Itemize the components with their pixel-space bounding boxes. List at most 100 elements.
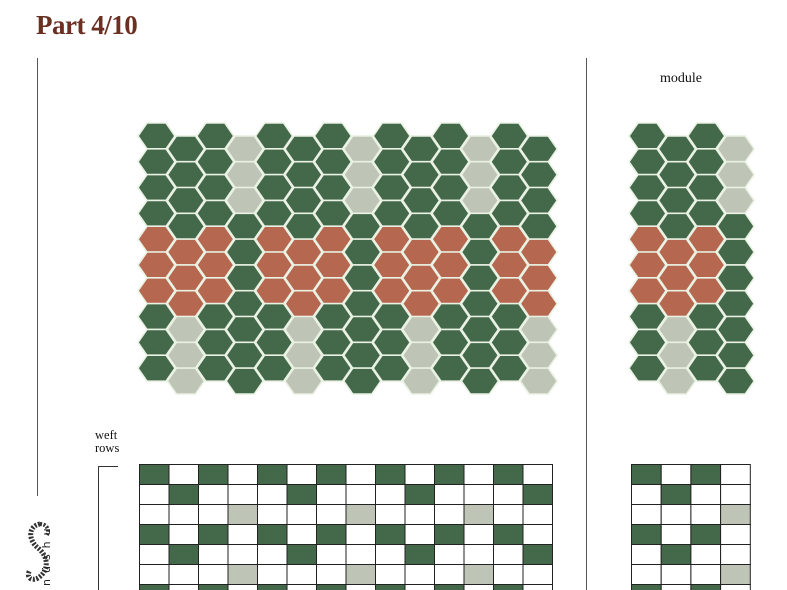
weft-label: weft <box>95 428 118 442</box>
hex-cell <box>716 289 756 318</box>
grid-cell <box>522 504 553 525</box>
grid-cell <box>375 564 406 585</box>
hex-cell <box>716 135 756 163</box>
grid-cell <box>404 564 435 585</box>
grid-cell <box>690 504 722 525</box>
hex-cell <box>460 367 500 395</box>
hex-cell <box>284 367 323 395</box>
grid-cell <box>198 524 229 545</box>
grid-cell <box>660 464 692 485</box>
hex-cell <box>716 160 756 189</box>
grid-cell <box>375 504 406 525</box>
grid-cell <box>375 544 406 565</box>
grid-cell <box>434 564 465 585</box>
hex-cell <box>628 354 667 383</box>
grid-cell <box>375 464 406 485</box>
grid-cell <box>463 504 494 525</box>
grid-cell <box>690 564 722 585</box>
grid-cell <box>631 484 662 505</box>
grid-cell <box>493 524 524 545</box>
weft-rows-label: weft rows <box>95 429 119 455</box>
grid-cell <box>198 504 229 525</box>
grid-cell <box>493 584 524 590</box>
grid-cell <box>316 544 347 565</box>
grid-cell <box>375 524 406 545</box>
grid-cell <box>286 484 317 505</box>
module-divider <box>586 58 587 590</box>
grid-cell <box>463 544 494 565</box>
hex-cell <box>225 367 265 395</box>
grid-cell <box>168 464 199 485</box>
grid-cell <box>493 544 524 565</box>
grid-cell <box>316 564 347 585</box>
grid-cell <box>434 464 465 485</box>
grid-cell <box>198 564 229 585</box>
grid-cell <box>463 564 494 585</box>
grid-cell <box>631 544 662 565</box>
grid-cell <box>227 504 258 525</box>
grid-cell <box>690 584 722 590</box>
grid-cell <box>404 504 435 525</box>
weave-grid-module <box>631 464 751 590</box>
grid-cell <box>522 584 553 590</box>
grid-cell <box>720 464 751 485</box>
hex-cell <box>519 289 559 318</box>
hex-cell <box>519 367 559 395</box>
grid-cell <box>404 524 435 545</box>
grid-cell <box>286 524 317 545</box>
grid-cell <box>227 544 258 565</box>
grid-cell <box>345 524 376 545</box>
grid-cell <box>316 524 347 545</box>
hex-cell <box>716 264 756 292</box>
grid-cell <box>286 584 317 590</box>
grid-cell <box>286 564 317 585</box>
hex-cell <box>519 186 559 215</box>
hex-cell <box>716 315 756 344</box>
grid-cell <box>198 584 229 590</box>
grid-cell <box>720 484 751 505</box>
grid-cell <box>631 564 662 585</box>
grid-cell <box>631 464 662 485</box>
grid-cell <box>345 504 376 525</box>
rows-label: rows <box>95 441 120 455</box>
grid-cell <box>434 504 465 525</box>
hex-cell <box>716 186 756 215</box>
grid-cell <box>690 484 722 505</box>
grid-cell <box>463 464 494 485</box>
weft-bracket <box>98 466 99 590</box>
grid-cell <box>690 464 722 485</box>
grid-cell <box>198 464 229 485</box>
grid-cell <box>690 544 722 565</box>
grid-cell <box>345 464 376 485</box>
hex-cell <box>519 315 559 344</box>
hex-cell <box>519 135 559 163</box>
grid-cell <box>434 524 465 545</box>
grid-cell <box>631 524 662 545</box>
grid-cell <box>139 484 170 505</box>
grid-cell <box>168 544 199 565</box>
grid-cell <box>463 584 494 590</box>
hex-pattern-main <box>137 122 559 395</box>
grid-cell <box>168 584 199 590</box>
grid-cell <box>493 564 524 585</box>
grid-cell <box>463 524 494 545</box>
hex-cell <box>716 212 756 241</box>
grid-cell <box>375 484 406 505</box>
grid-cell <box>434 544 465 565</box>
grid-cell <box>660 564 692 585</box>
grid-cell <box>168 504 199 525</box>
grid-cell <box>720 524 751 545</box>
grid-cell <box>257 544 288 565</box>
hex-cell <box>519 341 559 370</box>
grid-cell <box>286 464 317 485</box>
hex-cell <box>519 160 559 189</box>
hex-cell <box>401 367 441 395</box>
grid-cell <box>493 504 524 525</box>
grid-cell <box>522 484 553 505</box>
page-title: Part 4/10 <box>36 10 138 40</box>
grid-cell <box>257 504 288 525</box>
hex-cell <box>137 354 176 383</box>
grid-cell <box>404 464 435 485</box>
grid-cell <box>227 564 258 585</box>
